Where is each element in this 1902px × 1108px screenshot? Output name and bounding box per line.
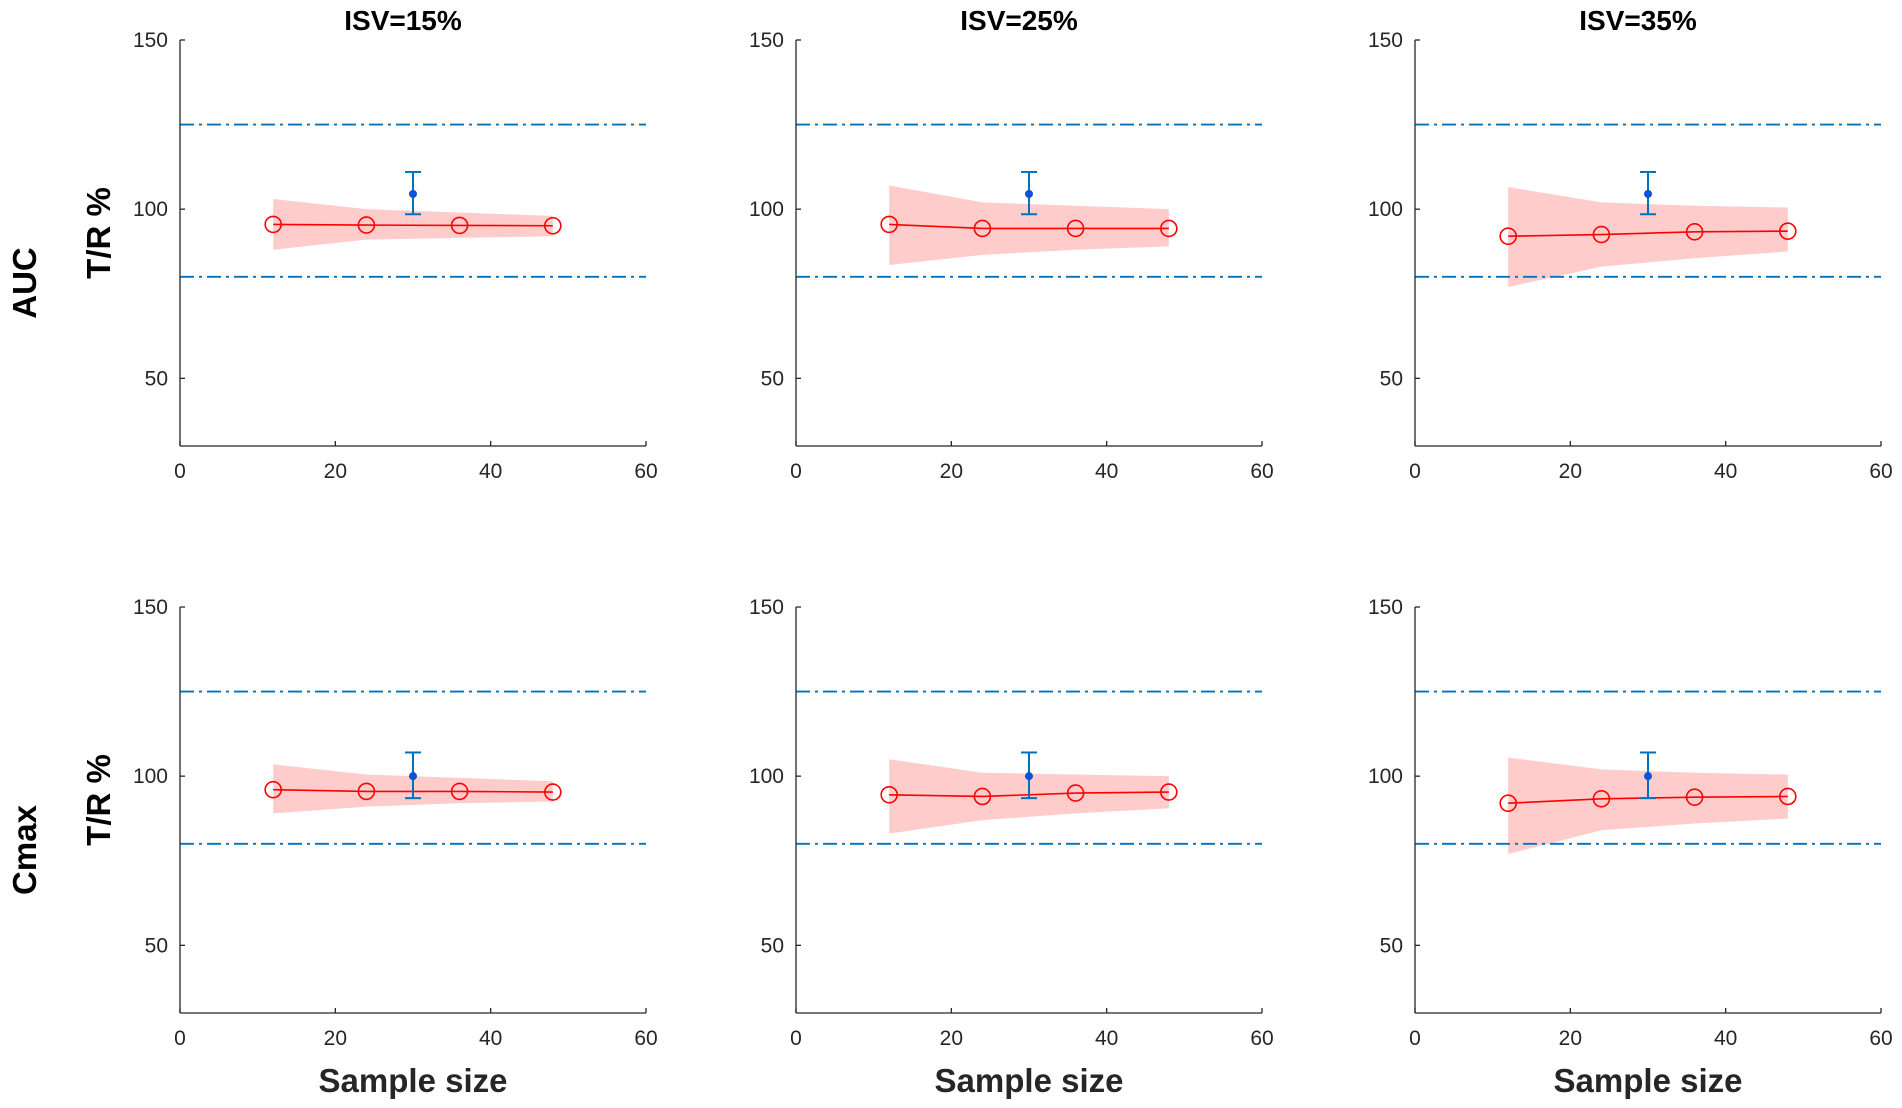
y-tick-label: 50 bbox=[761, 934, 784, 957]
x-axis-title-2: Sample size bbox=[935, 1062, 1124, 1099]
confidence-band bbox=[889, 185, 1169, 265]
median-point bbox=[357, 216, 376, 234]
x-tick-label: 60 bbox=[634, 1027, 657, 1050]
y-tick-label: 100 bbox=[1368, 198, 1403, 221]
column-title-2: ISV=25% bbox=[960, 5, 1078, 36]
observed-point bbox=[1025, 772, 1033, 781]
y-tick-label: 100 bbox=[1368, 765, 1403, 788]
median-point bbox=[1066, 784, 1085, 802]
panel-cmax-col3: 0 20 40 60 50 100 150 bbox=[1368, 596, 1893, 1050]
median-point bbox=[450, 782, 469, 801]
y-tick-label: 50 bbox=[145, 367, 168, 390]
median-line bbox=[273, 223, 553, 227]
median-point bbox=[973, 787, 992, 806]
median-point bbox=[1592, 225, 1611, 244]
x-tick-label: 60 bbox=[1869, 1027, 1892, 1050]
x-tick-label: 60 bbox=[1250, 460, 1273, 483]
median-point bbox=[357, 782, 376, 801]
y-tick-label: 100 bbox=[133, 198, 168, 221]
median-point bbox=[1160, 783, 1178, 801]
observed-point bbox=[409, 189, 417, 198]
y-tick-label: 50 bbox=[1380, 367, 1403, 390]
x-tick-label: 40 bbox=[1095, 1027, 1118, 1050]
panel-auc-col1: 0 20 40 60 50 100 150 bbox=[133, 29, 658, 483]
y-tick-label: 150 bbox=[1368, 596, 1403, 619]
x-tick-label: 40 bbox=[1095, 460, 1118, 483]
y-tick-label: 150 bbox=[133, 29, 168, 52]
median-point bbox=[1592, 790, 1611, 808]
x-tick-label: 60 bbox=[1250, 1027, 1273, 1050]
x-tick-label: 60 bbox=[1869, 460, 1892, 483]
panel-cmax-col2: 0 20 40 60 50 100 150 bbox=[749, 596, 1274, 1050]
median-point bbox=[1066, 219, 1085, 238]
y-tick-label: 150 bbox=[749, 29, 784, 52]
y-tick-label: 100 bbox=[133, 765, 168, 788]
x-tick-label: 20 bbox=[324, 460, 347, 483]
y-tick-label: 150 bbox=[133, 596, 168, 619]
x-tick-label: 0 bbox=[174, 1027, 186, 1050]
y-axis-title-cmax: T/R % bbox=[80, 754, 117, 846]
median-point bbox=[880, 785, 899, 804]
x-axis-title-3: Sample size bbox=[1554, 1062, 1743, 1099]
confidence-band bbox=[273, 199, 553, 250]
x-tick-label: 40 bbox=[1714, 1027, 1737, 1050]
y-tick-label: 50 bbox=[761, 367, 784, 390]
y-tick-label: 150 bbox=[749, 596, 784, 619]
median-point bbox=[880, 215, 899, 234]
x-axis-title-1: Sample size bbox=[319, 1062, 508, 1099]
x-tick-label: 0 bbox=[1409, 1027, 1421, 1050]
panel-auc-col3: 0 20 40 60 50 100 150 bbox=[1368, 29, 1893, 483]
y-axis-title-auc: T/R % bbox=[80, 187, 117, 279]
median-point bbox=[1685, 788, 1704, 806]
observed-point bbox=[1644, 189, 1652, 198]
x-tick-label: 0 bbox=[790, 1027, 802, 1050]
column-title-3: ISV=35% bbox=[1579, 5, 1697, 36]
panel-cmax-col1: 0 20 40 60 50 100 150 bbox=[133, 596, 658, 1050]
median-line bbox=[889, 223, 1169, 230]
x-tick-label: 20 bbox=[1559, 1027, 1582, 1050]
x-tick-label: 0 bbox=[174, 460, 186, 483]
row-label-auc: AUC bbox=[6, 247, 43, 319]
observed-point bbox=[409, 772, 417, 781]
x-tick-label: 20 bbox=[324, 1027, 347, 1050]
median-point bbox=[1499, 227, 1517, 246]
x-tick-label: 40 bbox=[479, 1027, 502, 1050]
median-point bbox=[450, 216, 469, 235]
observed-point bbox=[1644, 772, 1652, 781]
y-tick-label: 100 bbox=[749, 765, 784, 788]
median-point bbox=[543, 216, 562, 235]
median-point bbox=[543, 783, 562, 801]
row-label-cmax: Cmax bbox=[6, 804, 43, 895]
x-tick-label: 0 bbox=[790, 460, 802, 483]
median-point bbox=[1779, 787, 1797, 806]
panel-auc-col2: 0 20 40 60 50 100 150 bbox=[749, 29, 1274, 483]
x-tick-label: 40 bbox=[479, 460, 502, 483]
median-point bbox=[1499, 794, 1517, 813]
x-tick-label: 40 bbox=[1714, 460, 1737, 483]
y-tick-label: 50 bbox=[1380, 934, 1403, 957]
median-point bbox=[1160, 219, 1178, 238]
median-point bbox=[264, 215, 283, 234]
observed-point bbox=[1025, 189, 1033, 198]
confidence-band bbox=[1508, 187, 1788, 287]
x-tick-label: 0 bbox=[1409, 460, 1421, 483]
confidence-band bbox=[1508, 757, 1788, 854]
median-point bbox=[264, 780, 283, 799]
column-title-1: ISV=15% bbox=[344, 5, 462, 36]
y-tick-label: 100 bbox=[749, 198, 784, 221]
x-tick-label: 20 bbox=[940, 460, 963, 483]
y-tick-label: 50 bbox=[145, 934, 168, 957]
x-tick-label: 20 bbox=[940, 1027, 963, 1050]
x-tick-label: 20 bbox=[1559, 460, 1582, 483]
median-point bbox=[1685, 223, 1704, 241]
y-tick-label: 150 bbox=[1368, 29, 1403, 52]
median-point bbox=[973, 219, 992, 238]
median-point bbox=[1779, 222, 1797, 240]
median-line bbox=[1508, 230, 1788, 238]
x-tick-label: 60 bbox=[634, 460, 657, 483]
